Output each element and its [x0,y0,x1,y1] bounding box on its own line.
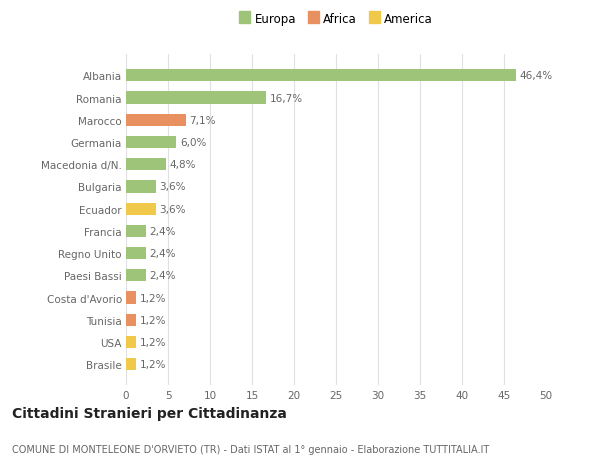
Bar [126,114,185,127]
Bar [126,159,166,171]
Legend: Europa, Africa, America: Europa, Africa, America [235,8,437,30]
Text: 1,2%: 1,2% [139,315,166,325]
Text: 4,8%: 4,8% [170,160,196,170]
Text: 2,4%: 2,4% [149,226,176,236]
Text: 6,0%: 6,0% [180,138,206,148]
Text: 16,7%: 16,7% [269,93,303,103]
Text: COMUNE DI MONTELEONE D'ORVIETO (TR) - Dati ISTAT al 1° gennaio - Elaborazione TU: COMUNE DI MONTELEONE D'ORVIETO (TR) - Da… [12,444,489,454]
Text: 1,2%: 1,2% [139,337,166,347]
Text: 3,6%: 3,6% [160,182,186,192]
Text: 3,6%: 3,6% [160,204,186,214]
Text: 2,4%: 2,4% [149,271,176,281]
Text: Cittadini Stranieri per Cittadinanza: Cittadini Stranieri per Cittadinanza [12,406,287,420]
Bar [126,336,136,348]
Bar [126,137,176,149]
Bar [126,92,266,105]
Text: 7,1%: 7,1% [189,116,215,125]
Bar [126,292,136,304]
Bar [126,247,146,260]
Text: 1,2%: 1,2% [139,293,166,303]
Text: 2,4%: 2,4% [149,249,176,258]
Bar [126,203,156,215]
Text: 46,4%: 46,4% [519,71,552,81]
Bar [126,314,136,326]
Bar [126,358,136,370]
Bar [126,269,146,282]
Bar [126,181,156,193]
Text: 1,2%: 1,2% [139,359,166,369]
Bar [126,225,146,237]
Bar [126,70,516,82]
